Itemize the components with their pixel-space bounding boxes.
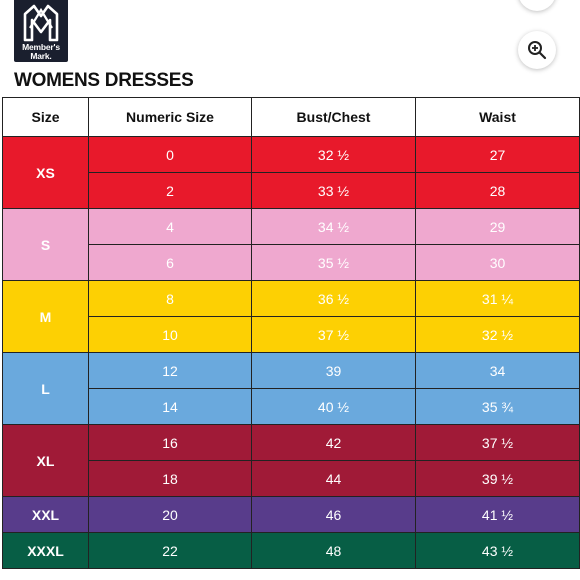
bust-cell: 39 [251, 352, 416, 389]
waist-cell: 29 [415, 208, 580, 245]
header-size: Size [2, 97, 89, 137]
size-label-cell: M [2, 280, 89, 353]
size-label-cell: XL [2, 424, 89, 497]
waist-cell: 39 ½ [415, 460, 580, 497]
header-numeric-size: Numeric Size [88, 97, 252, 137]
table-row: 6 35 ½ 30 [2, 244, 580, 281]
waist-cell: 34 [415, 352, 580, 389]
bust-cell: 35 ½ [251, 244, 416, 281]
numeric-size-cell: 6 [88, 244, 252, 281]
waist-cell: 41 ½ [415, 496, 580, 533]
members-mark-logo: Member's Mark. [14, 0, 68, 62]
numeric-size-cell: 2 [88, 172, 252, 209]
table-row: M 8 36 ½ 31 ¼ [2, 280, 580, 353]
waist-cell: 37 ½ [415, 424, 580, 461]
size-label-cell: L [2, 352, 89, 425]
numeric-size-cell: 18 [88, 460, 252, 497]
table-row: XL 16 42 37 ½ [2, 424, 580, 497]
table-row: S 4 34 ½ 29 [2, 208, 580, 281]
numeric-size-cell: 14 [88, 388, 252, 425]
zoom-in-icon [528, 41, 547, 60]
table-row: 18 44 39 ½ [2, 460, 580, 497]
table-row: XXL 20 46 41 ½ [2, 496, 580, 533]
members-mark-logo-icon [23, 4, 59, 42]
numeric-size-cell: 16 [88, 424, 252, 461]
bust-cell: 37 ½ [251, 316, 416, 353]
numeric-size-cell: 0 [88, 136, 252, 173]
header-waist: Waist [415, 97, 580, 137]
logo-text: Member's Mark. [22, 42, 60, 61]
table-row: 14 40 ½ 35 ¾ [2, 388, 580, 425]
bust-cell: 46 [251, 496, 416, 533]
table-row: 2 33 ½ 28 [2, 172, 580, 209]
bust-cell: 32 ½ [251, 136, 416, 173]
numeric-size-cell: 10 [88, 316, 252, 353]
bust-cell: 42 [251, 424, 416, 461]
waist-cell: 28 [415, 172, 580, 209]
bust-cell: 48 [251, 532, 416, 569]
bust-cell: 40 ½ [251, 388, 416, 425]
size-label-cell: S [2, 208, 89, 281]
table-row: XXXL 22 48 43 ½ [2, 532, 580, 569]
size-label-cell: XXL [2, 496, 89, 533]
waist-cell: 31 ¼ [415, 280, 580, 317]
bust-cell: 34 ½ [251, 208, 416, 245]
numeric-size-cell: 8 [88, 280, 252, 317]
size-label-cell: XS [2, 136, 89, 209]
bust-cell: 44 [251, 460, 416, 497]
table-row: 10 37 ½ 32 ½ [2, 316, 580, 353]
table-header-row: Size Numeric Size Bust/Chest Waist [2, 97, 580, 137]
waist-cell: 32 ½ [415, 316, 580, 353]
bust-cell: 36 ½ [251, 280, 416, 317]
waist-cell: 35 ¾ [415, 388, 580, 425]
size-label-cell: XXXL [2, 532, 89, 569]
bust-cell: 33 ½ [251, 172, 416, 209]
numeric-size-cell: 20 [88, 496, 252, 533]
table-row: L 12 39 34 [2, 352, 580, 425]
waist-cell: 30 [415, 244, 580, 281]
table-row: XS 0 32 ½ 27 [2, 136, 580, 209]
numeric-size-cell: 12 [88, 352, 252, 389]
zoom-button[interactable] [518, 31, 556, 69]
header-bust-chest: Bust/Chest [251, 97, 416, 137]
size-chart-table: Size Numeric Size Bust/Chest Waist XS 0 32… [2, 97, 580, 569]
action-button[interactable] [518, 0, 556, 11]
waist-cell: 27 [415, 136, 580, 173]
waist-cell: 43 ½ [415, 532, 580, 569]
page-title: WOMENS DRESSES [14, 70, 194, 91]
numeric-size-cell: 4 [88, 208, 252, 245]
numeric-size-cell: 22 [88, 532, 252, 569]
